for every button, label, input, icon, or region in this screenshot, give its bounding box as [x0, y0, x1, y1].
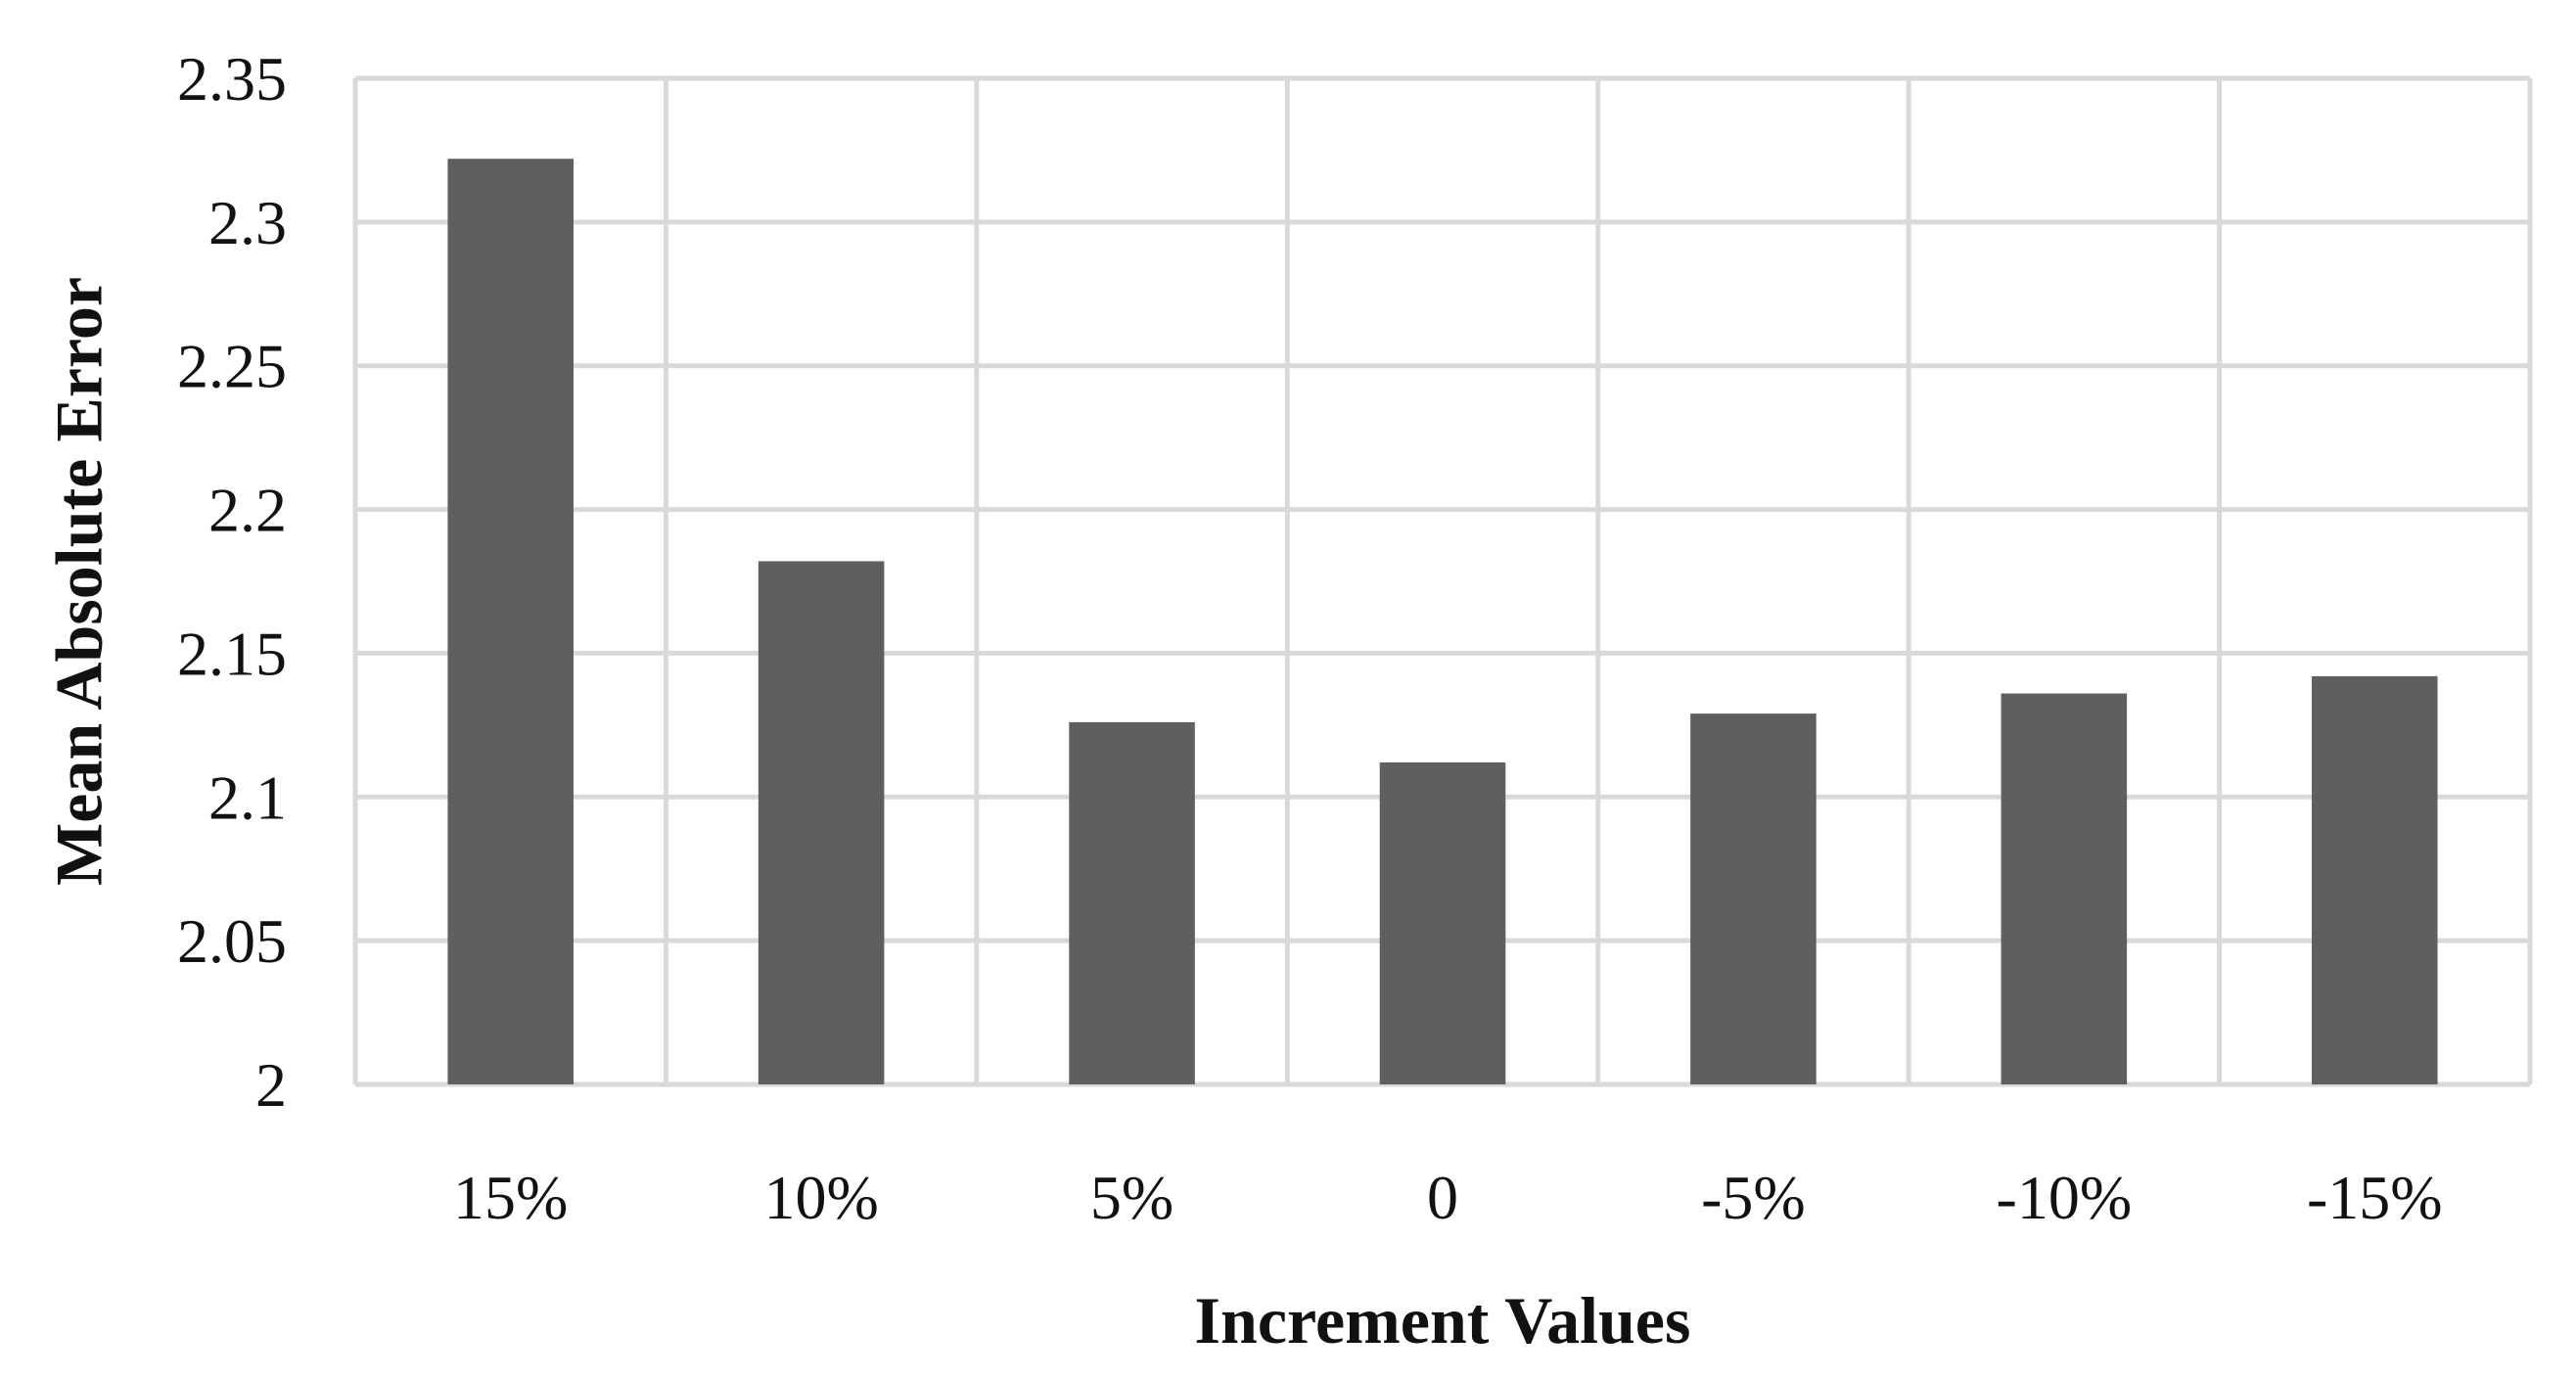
bar-15pct [447, 159, 574, 1085]
y-tick-label: 2.25 [177, 332, 287, 401]
y-tick-label: 2.3 [208, 188, 287, 257]
x-tick-label: -10% [1997, 1163, 2133, 1232]
x-tick-label: -5% [1701, 1163, 1806, 1232]
bar-minus10pct [2001, 693, 2128, 1084]
y-tick-label: 2.35 [177, 44, 287, 114]
bar-minus15pct [2312, 675, 2438, 1084]
y-axis-title: Mean Absolute Error [42, 277, 116, 886]
bars [447, 159, 2438, 1085]
x-tick-label: 0 [1427, 1163, 1458, 1232]
bar-minus5pct [1690, 713, 1817, 1084]
x-tick-label: 15% [453, 1163, 568, 1232]
y-tick-label: 2 [255, 1050, 287, 1120]
y-tick-label: 2.05 [177, 906, 287, 976]
y-axis-ticks: 2 2.05 2.1 2.15 2.2 2.25 2.3 2.35 [177, 44, 287, 1120]
bar-10pct [758, 561, 885, 1084]
x-tick-label: -15% [2307, 1163, 2443, 1232]
x-axis-title: Increment Values [1195, 1283, 1691, 1357]
y-tick-label: 2.15 [177, 619, 287, 688]
x-tick-label: 10% [763, 1163, 878, 1232]
bar-5pct [1069, 721, 1195, 1084]
y-tick-label: 2.1 [208, 762, 287, 832]
y-tick-label: 2.2 [208, 476, 287, 545]
bar-0 [1379, 762, 1506, 1084]
x-tick-label: 5% [1090, 1163, 1173, 1232]
x-axis-ticks: 15% 10% 5% 0 -5% -10% -15% [453, 1163, 2443, 1232]
grid [352, 75, 2533, 1087]
